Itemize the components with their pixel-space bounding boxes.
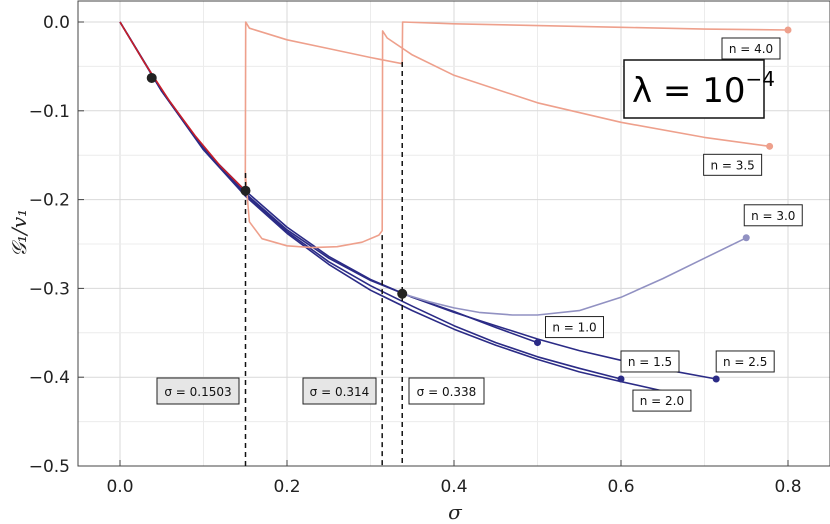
marker-point <box>397 288 408 299</box>
series-label-box <box>545 316 604 339</box>
series-line <box>244 30 770 249</box>
series-label-box <box>703 153 763 176</box>
series-label-text: n = 4.0 <box>729 42 773 56</box>
series-label: n = 3.0 <box>743 204 803 227</box>
series-label-text: n = 1.0 <box>552 321 596 335</box>
x-tick-label: 0.6 <box>607 477 634 497</box>
series-endpoint <box>766 142 774 150</box>
x-axis-title: σ <box>448 500 463 524</box>
lambda-text: λ = 10−4 <box>632 67 775 111</box>
y-tick-label: −0.2 <box>29 191 70 211</box>
series-label: n = 2.0 <box>632 389 692 412</box>
annotation-box <box>408 377 485 405</box>
series-line <box>119 21 246 192</box>
lambda-prefix: λ = 10 <box>632 71 746 111</box>
series-label-text: n = 2.5 <box>723 355 767 369</box>
series-labels: n = 1.0 n = 1.5 n = 2.0 n = 2.5 n = 3.0 n = 3… <box>545 37 803 412</box>
series-label: n = 1.0 <box>545 316 604 339</box>
series-label-text: n = 3.0 <box>751 209 795 223</box>
y-tick-label: 0.0 <box>43 13 70 33</box>
series-endpoint <box>784 26 792 34</box>
x-tick-label: 0.4 <box>440 477 467 497</box>
series-label-text: n = 2.0 <box>640 394 684 408</box>
annotation-box <box>156 377 240 405</box>
series-label-box <box>620 350 680 373</box>
series-label-box <box>721 37 781 60</box>
lambda-exponent: −4 <box>746 67 775 91</box>
lambda-box <box>623 59 765 119</box>
x-tick-label: 0.0 <box>106 477 133 497</box>
marker-point <box>240 185 251 196</box>
series-label-text: n = 1.5 <box>628 355 672 369</box>
series-label-text: n = 3.5 <box>710 158 754 172</box>
series-label-box <box>632 389 692 412</box>
series-endpoint <box>712 375 720 383</box>
y-tick-label: −0.5 <box>29 457 70 477</box>
x-tick-label: 0.2 <box>273 477 300 497</box>
series-label-box <box>715 350 775 373</box>
grid <box>78 1 830 467</box>
y-tick-label: −0.1 <box>29 102 70 122</box>
series-line <box>119 21 538 344</box>
marker-point <box>146 72 157 83</box>
markers <box>146 72 408 299</box>
y-tick-label: −0.4 <box>29 368 70 388</box>
series-label-box <box>743 204 803 227</box>
reference-lines <box>244 61 403 466</box>
y-tick-label: −0.3 <box>29 279 70 299</box>
series-label: n = 1.5 <box>620 350 680 373</box>
annotation-text: σ = 0.1503 <box>164 385 231 399</box>
annotation-box <box>302 377 377 405</box>
annotation-sigma-1503: σ = 0.1503 <box>156 377 240 405</box>
series-label: n = 4.0 <box>721 37 781 60</box>
series-line <box>119 21 678 395</box>
x-tick-label: 0.8 <box>774 477 801 497</box>
series-label: n = 2.5 <box>715 350 775 373</box>
annotation-sigma-314: σ = 0.314 <box>302 377 377 405</box>
series-endpoint <box>617 375 625 383</box>
series-label: n = 3.5 <box>703 153 763 176</box>
series-endpoint <box>742 234 750 242</box>
annotation-sigma-338: σ = 0.338 <box>408 377 485 405</box>
y-axis-title: 𝒢₁/v₁ <box>7 209 31 257</box>
annotation-text: σ = 0.314 <box>310 385 370 399</box>
ticks: 0.0 0.2 0.4 0.6 0.8 0.0 −0.1 −0.2 −0.3 −0.4 −0.5 <box>29 13 802 497</box>
annotation-text: σ = 0.338 <box>417 385 477 399</box>
lambda-label: λ = 10−4 <box>623 59 775 119</box>
series-line <box>401 237 747 316</box>
series-endpoint <box>534 339 541 347</box>
